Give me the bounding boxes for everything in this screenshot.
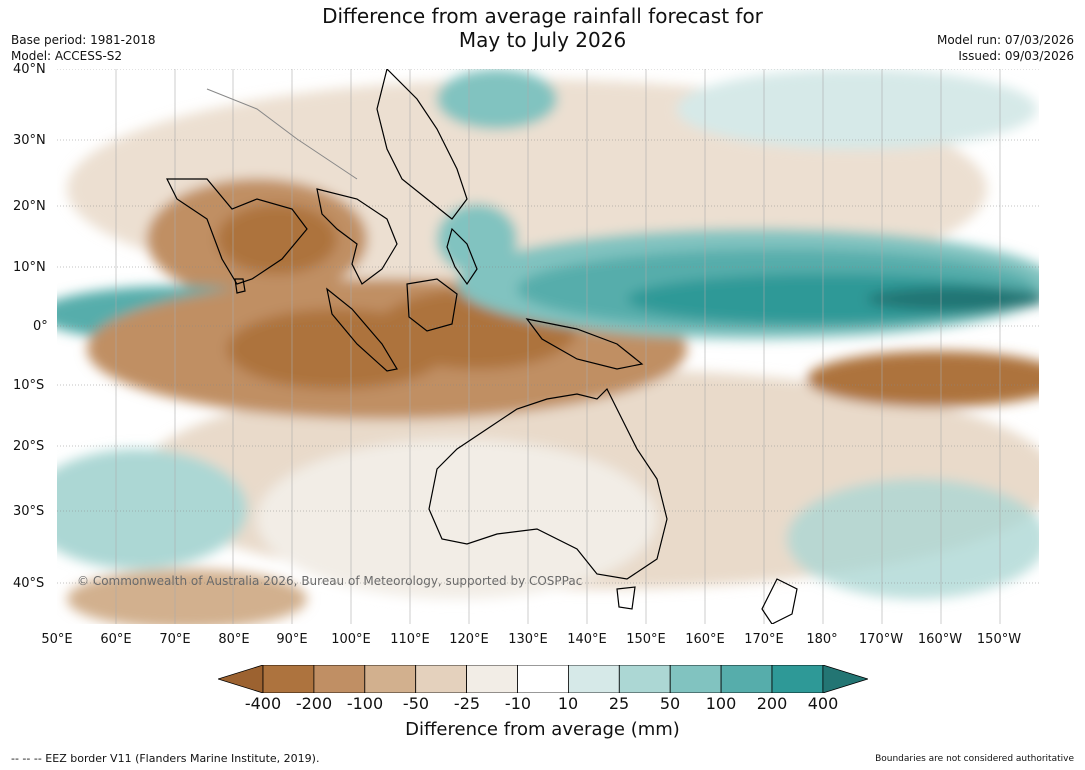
lon-label: 110°E	[390, 632, 430, 647]
colorbar-cell	[669, 665, 722, 693]
colorbar-tick: -50	[402, 694, 430, 713]
lon-label: 170°E	[744, 632, 784, 647]
east-asia-coastline	[376, 69, 468, 220]
issued-label: Issued: 09/03/2026	[958, 49, 1074, 63]
lat-label: 30°S	[13, 504, 45, 519]
lon-label: 130°E	[508, 632, 548, 647]
colorbar-cell	[466, 665, 518, 693]
lon-label: 150°E	[626, 632, 666, 647]
lat-label: 20°N	[13, 199, 46, 214]
lat-label: 10°S	[13, 378, 45, 393]
map-canvas	[57, 69, 1039, 624]
colorbar-tick: -100	[346, 694, 384, 713]
colorbar-cell	[517, 665, 569, 693]
colorbar-cell	[720, 665, 773, 693]
lat-label: 40°N	[13, 62, 46, 77]
eez-border-note: -- -- -- EEZ border V11 (Flanders Marine…	[11, 752, 320, 765]
new-zealand-coastline	[761, 578, 798, 624]
lat-label: 0°	[33, 319, 48, 334]
colorbar-cell	[262, 665, 315, 693]
india-coastline	[166, 178, 308, 285]
meridians	[115, 69, 1001, 624]
india-dry-core	[217, 204, 337, 274]
colorbar-tick: 200	[756, 694, 788, 713]
base-period-label: Base period: 1981-2018	[11, 33, 156, 47]
colorbar-tick: -25	[453, 694, 481, 713]
borneo-coastline	[406, 278, 458, 332]
colorbar-tick: 100	[705, 694, 737, 713]
map-title-line-1: Difference from average rainfall forecas…	[322, 4, 763, 28]
lon-label: 170°W	[858, 632, 904, 647]
lon-label: 140°E	[567, 632, 607, 647]
east-asia-wet-zone	[437, 69, 557, 129]
model-label: Model: ACCESS-S2	[11, 49, 123, 63]
lon-label: 70°E	[159, 632, 191, 647]
colorbar-tick: -400	[244, 694, 282, 713]
colorbar-tick: -200	[295, 694, 333, 713]
rainfall-anomaly-map	[57, 69, 1039, 624]
australia-coastline	[428, 387, 668, 580]
colorbar-tick: 400	[807, 694, 839, 713]
lon-label: 50°E	[41, 632, 73, 647]
sri-lanka-coastline	[234, 278, 246, 294]
tasmania-coastline	[616, 586, 636, 610]
colorbar-tick: 25	[608, 694, 630, 713]
southeast-asia-coastline	[316, 188, 398, 285]
colorbar-cell	[771, 665, 824, 693]
lon-label: 60°E	[100, 632, 132, 647]
lon-label: 90°E	[276, 632, 308, 647]
south-east-wet-zone	[787, 479, 1039, 599]
philippines-coastline	[446, 227, 478, 286]
map-title: Difference from average rainfall forecas…	[0, 4, 1085, 52]
colorbar-tick: -10	[504, 694, 532, 713]
colorbar-cell	[567, 665, 620, 693]
model-run-label: Model run: 07/03/2026	[936, 33, 1074, 47]
colorbar-arrow-high	[822, 665, 868, 693]
lon-label: 100°E	[331, 632, 371, 647]
meta-left: Base period: 1981-2018 Model: ACCESS-S2	[11, 32, 156, 64]
colorbar-cell	[618, 665, 671, 693]
lon-label: 160°W	[917, 632, 963, 647]
eez-border-asia	[206, 88, 358, 180]
pacific-wet-core	[627, 274, 1027, 324]
south-pacific-dry-band	[807, 351, 1039, 407]
meta-right: Model run: 07/03/2026 Issued: 09/03/2026	[937, 32, 1074, 64]
lon-label: 150°W	[976, 632, 1022, 647]
colorbar-tick: 10	[557, 694, 579, 713]
lat-label: 20°S	[13, 439, 45, 454]
colorbar-arrow-low	[218, 665, 264, 693]
south-indian-wet-zone	[57, 449, 247, 569]
coastlines	[166, 69, 798, 624]
lon-label: 160°E	[685, 632, 725, 647]
lon-label: 120°E	[449, 632, 489, 647]
lon-label: 180°	[806, 632, 838, 647]
colorbar-cell	[364, 665, 417, 693]
lon-label: 80°E	[218, 632, 250, 647]
north-east-wet-zone	[677, 69, 1037, 149]
new-guinea-coastline	[525, 318, 644, 370]
colorbar-tick: 50	[659, 694, 681, 713]
anomaly-fields	[57, 69, 1039, 624]
sumatra-coastline	[326, 287, 398, 372]
south-china-sea-wet-zone	[437, 204, 517, 274]
colorbar-cell	[313, 665, 366, 693]
colorbar	[218, 665, 868, 693]
australia-light-zone	[257, 439, 657, 599]
pacific-wet-extreme	[867, 287, 1039, 311]
boundaries-disclaimer: Boundaries are not considered authoritat…	[875, 754, 1074, 764]
colorbar-title: Difference from average (mm)	[405, 719, 680, 740]
colorbar-cell	[415, 665, 467, 693]
lat-label: 40°S	[13, 576, 45, 591]
lat-label: 10°N	[13, 260, 46, 275]
eez-borders	[206, 88, 358, 180]
copyright-notice: © Commonwealth of Australia 2026, Bureau…	[77, 574, 583, 588]
map-title-line-2: May to July 2026	[458, 28, 627, 52]
colorbar-tick-labels: -400 -200 -100 -50 -25 -10 10 25 50 100 …	[0, 694, 1085, 714]
colorbar-cells	[218, 665, 868, 693]
lat-label: 30°N	[13, 133, 46, 148]
